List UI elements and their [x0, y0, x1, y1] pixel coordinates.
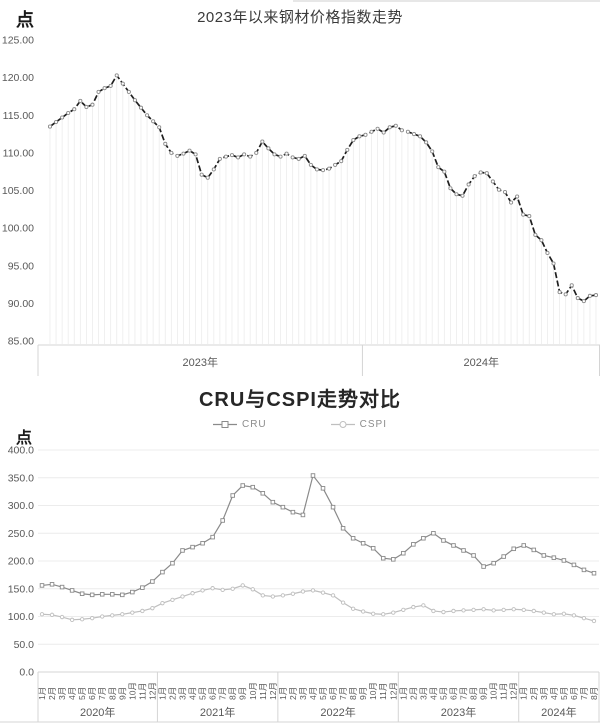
svg-text:6月: 6月	[448, 687, 458, 700]
svg-text:50.0: 50.0	[14, 639, 35, 651]
svg-text:2022年: 2022年	[320, 705, 355, 719]
svg-text:9月: 9月	[238, 687, 248, 700]
svg-text:3月: 3月	[418, 687, 428, 700]
svg-text:11月: 11月	[258, 683, 268, 700]
chart2-legend: CRU CSPI	[0, 419, 600, 430]
svg-text:2月: 2月	[408, 687, 418, 700]
svg-text:6月: 6月	[328, 687, 338, 700]
chart1-title: 2023年以来钢材价格指数走势	[197, 9, 403, 26]
svg-text:2024年: 2024年	[463, 355, 498, 369]
svg-text:115.00: 115.00	[3, 110, 34, 122]
legend-item-cspi: CSPI	[330, 419, 387, 430]
svg-text:2020年: 2020年	[80, 705, 115, 719]
svg-text:7月: 7月	[218, 687, 228, 700]
steel-price-index-chart: 点 2023年以来钢材价格指数走势 125.00 120.00 115.00 110.…	[2, 0, 600, 376]
svg-text:100.00: 100.00	[2, 223, 34, 235]
svg-text:12月: 12月	[509, 682, 519, 700]
svg-text:250.0: 250.0	[8, 528, 34, 540]
svg-text:120.00: 120.00	[2, 72, 34, 84]
svg-text:12月: 12月	[147, 682, 157, 700]
chart2-title: CRU与CSPI走势对比	[198, 389, 401, 411]
svg-text:7月: 7月	[338, 687, 348, 700]
svg-text:110.00: 110.00	[3, 147, 34, 159]
svg-text:200.0: 200.0	[8, 556, 34, 568]
svg-text:5月: 5月	[77, 687, 87, 700]
legend-item-cru: CRU	[212, 419, 267, 430]
chart2-unit-label: 点	[16, 430, 33, 447]
svg-text:1月: 1月	[398, 687, 408, 700]
svg-text:9月: 9月	[358, 687, 368, 700]
svg-text:9月: 9月	[117, 687, 127, 700]
svg-text:2023年: 2023年	[182, 355, 217, 369]
svg-text:4月: 4月	[549, 687, 559, 700]
svg-text:9月: 9月	[479, 687, 489, 700]
svg-text:4月: 4月	[308, 687, 318, 700]
svg-text:100.0: 100.0	[8, 611, 34, 623]
svg-text:7月: 7月	[459, 687, 469, 700]
svg-text:3月: 3月	[57, 687, 67, 700]
svg-text:6月: 6月	[208, 687, 218, 700]
svg-text:90.00: 90.00	[8, 298, 34, 310]
svg-text:0.0: 0.0	[19, 667, 34, 679]
svg-text:8月: 8月	[469, 687, 479, 700]
svg-text:11月: 11月	[137, 683, 147, 700]
chart1-unit-label: 点	[16, 10, 34, 30]
svg-text:1月: 1月	[37, 687, 47, 700]
svg-text:5月: 5月	[438, 687, 448, 700]
svg-text:2月: 2月	[167, 687, 177, 700]
svg-text:11月: 11月	[499, 683, 509, 700]
svg-text:3月: 3月	[539, 687, 549, 700]
svg-text:8月: 8月	[348, 687, 358, 700]
cru-cspi-comparison-chart: CRU与CSPI走势对比 CRU CSPI 点 400.0 350.0 300.0 2…	[0, 378, 600, 724]
svg-text:4月: 4月	[188, 687, 198, 700]
svg-text:2023年: 2023年	[441, 705, 476, 719]
svg-text:10月: 10月	[248, 682, 258, 700]
svg-text:2024年: 2024年	[541, 705, 576, 719]
svg-text:2月: 2月	[529, 687, 539, 700]
svg-text:350.0: 350.0	[8, 472, 34, 484]
svg-text:95.00: 95.00	[8, 260, 34, 272]
svg-text:4月: 4月	[428, 687, 438, 700]
legend-label-cspi: CSPI	[359, 419, 387, 430]
cspi-line-marker-icon	[330, 421, 355, 428]
svg-text:5月: 5月	[198, 687, 208, 700]
svg-text:1月: 1月	[157, 687, 167, 700]
svg-text:2月: 2月	[47, 687, 57, 700]
svg-text:300.0: 300.0	[8, 500, 34, 512]
svg-text:12月: 12月	[268, 682, 278, 700]
svg-text:105.00: 105.00	[2, 185, 34, 197]
chart1-plot-area: 125.00 120.00 115.00 110.00 105.00 100.00 95.0…	[2, 0, 600, 376]
svg-text:6月: 6月	[87, 687, 97, 700]
svg-text:2021年: 2021年	[200, 705, 235, 719]
legend-label-cru: CRU	[241, 419, 267, 430]
svg-text:1月: 1月	[278, 687, 288, 700]
svg-text:11月: 11月	[378, 683, 388, 700]
svg-text:150.0: 150.0	[8, 583, 34, 595]
chart2-plot-area: 400.0 350.0 300.0 250.0 200.0 150.0 100.0 50.0 0…	[0, 445, 600, 723]
svg-text:8月: 8月	[228, 687, 238, 700]
svg-text:85.00: 85.00	[8, 336, 34, 348]
svg-text:7月: 7月	[97, 687, 107, 700]
svg-text:10月: 10月	[127, 682, 137, 700]
svg-text:5月: 5月	[559, 687, 569, 700]
svg-text:125.00: 125.00	[2, 35, 34, 47]
svg-text:2月: 2月	[288, 687, 298, 700]
svg-text:7月: 7月	[579, 687, 589, 700]
svg-text:3月: 3月	[178, 687, 188, 700]
svg-text:10月: 10月	[368, 682, 378, 700]
svg-text:12月: 12月	[388, 682, 398, 700]
svg-text:4月: 4月	[67, 687, 77, 700]
svg-text:1月: 1月	[519, 687, 529, 700]
cru-line-marker-icon	[212, 421, 237, 428]
svg-text:6月: 6月	[569, 687, 579, 700]
svg-text:10月: 10月	[489, 682, 499, 700]
svg-text:8月: 8月	[107, 687, 117, 700]
svg-text:3月: 3月	[298, 687, 308, 700]
svg-text:5月: 5月	[318, 687, 328, 700]
svg-text:400.0: 400.0	[8, 445, 34, 457]
svg-text:8月: 8月	[589, 687, 599, 700]
